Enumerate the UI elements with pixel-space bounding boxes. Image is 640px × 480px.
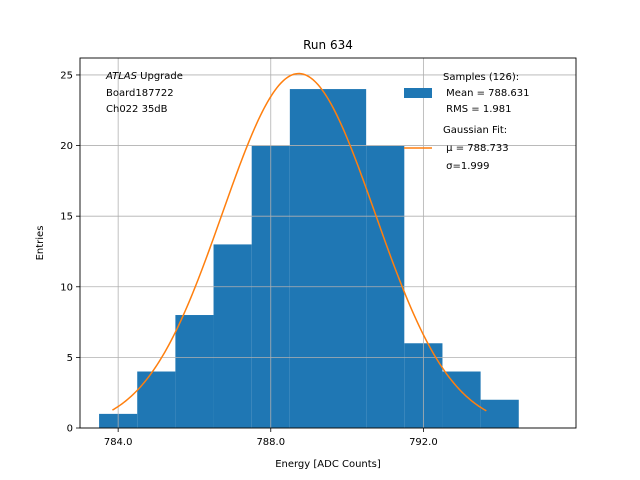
histogram-bar-3 [213, 244, 252, 428]
y-tick-label-3: 15 [60, 212, 73, 223]
x-tick-label-0: 784.0 [104, 437, 133, 448]
axis-ticks: 784.0 788.0 792.0 0 5 10 15 20 25 [60, 70, 437, 448]
y-axis-label: Entries [35, 226, 46, 261]
annotation-italic: ATLAS [105, 71, 138, 82]
y-tick-label-4: 20 [60, 141, 73, 152]
x-tick-label-2: 792.0 [409, 437, 438, 448]
fit-curve [112, 72, 487, 412]
legend-fit-line-2: μ = 788.733 [443, 143, 509, 154]
legend-samples-line-3: RMS = 1.981 [443, 104, 511, 115]
histogram-bar-9 [442, 371, 481, 428]
y-tick-label-2: 10 [60, 282, 73, 293]
y-tick-label-5: 25 [60, 70, 73, 81]
chart-title: Run 634 [303, 38, 353, 52]
annotation-line-1: ATLAS Upgrade [105, 71, 183, 82]
annotation-rest: Upgrade [137, 71, 183, 82]
legend-fit-line-3: σ=1.999 [443, 161, 490, 172]
x-axis-label: Energy [ADC Counts] [275, 459, 381, 470]
legend-histogram-swatch [404, 88, 432, 98]
experiment-annotation: ATLAS Upgrade Board187722 Ch022 35dB [105, 71, 183, 115]
legend-fit-line-1: Gaussian Fit: [443, 125, 507, 136]
legend: Samples (126): Mean = 788.631 RMS = 1.98… [404, 72, 530, 172]
legend-samples-line-1: Samples (126): [443, 72, 519, 83]
y-tick-label-0: 0 [67, 424, 73, 435]
annotation-line-3: Ch022 35dB [106, 104, 168, 115]
histogram-bar-5 [289, 89, 328, 429]
histogram-bar-1 [137, 371, 176, 428]
gaussian-fit [112, 72, 487, 412]
histogram-bar-10 [480, 399, 519, 428]
legend-samples-line-2: Mean = 788.631 [443, 88, 530, 99]
y-tick-label-1: 5 [67, 353, 73, 364]
histogram-bar-2 [175, 315, 214, 428]
x-tick-label-1: 788.0 [256, 437, 285, 448]
annotation-line-2: Board187722 [106, 88, 174, 99]
plot-frame [79, 57, 577, 429]
